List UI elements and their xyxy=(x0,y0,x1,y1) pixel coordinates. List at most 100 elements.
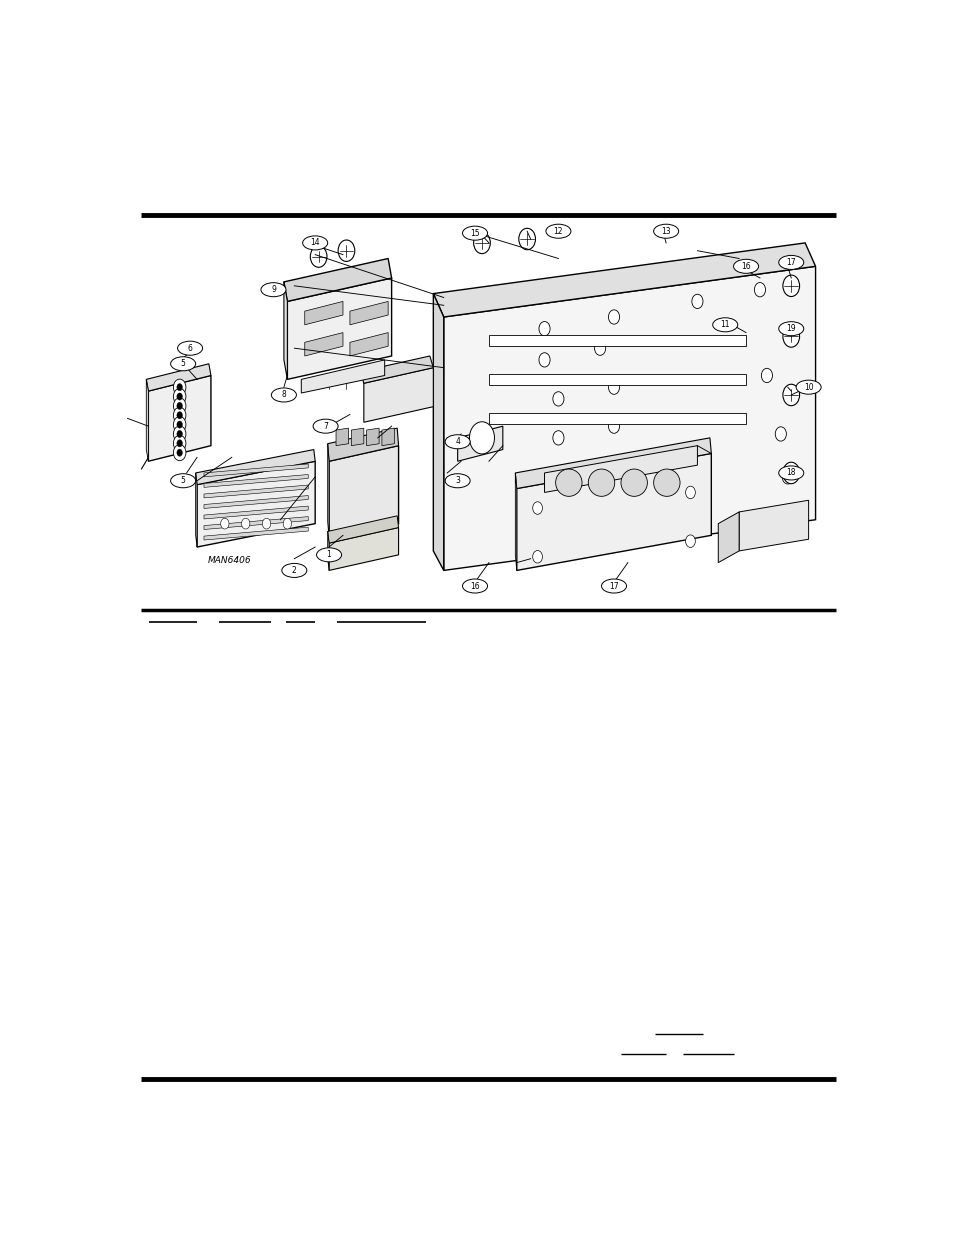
Ellipse shape xyxy=(445,435,470,448)
Circle shape xyxy=(760,368,772,383)
Text: 5: 5 xyxy=(180,359,186,368)
Circle shape xyxy=(173,408,186,424)
FancyBboxPatch shape xyxy=(488,373,745,385)
Ellipse shape xyxy=(620,469,647,496)
Polygon shape xyxy=(146,379,149,461)
Ellipse shape xyxy=(445,474,470,488)
Polygon shape xyxy=(287,278,392,379)
Ellipse shape xyxy=(601,579,626,593)
Polygon shape xyxy=(195,450,314,484)
Text: 15: 15 xyxy=(470,228,479,237)
Polygon shape xyxy=(284,282,287,379)
Circle shape xyxy=(608,310,618,324)
Polygon shape xyxy=(204,527,308,540)
Ellipse shape xyxy=(795,380,821,394)
Text: 9: 9 xyxy=(271,285,275,294)
Circle shape xyxy=(173,389,186,405)
Circle shape xyxy=(538,321,550,336)
Circle shape xyxy=(173,426,186,442)
Circle shape xyxy=(176,403,182,410)
Polygon shape xyxy=(350,301,388,325)
Circle shape xyxy=(685,487,695,499)
Ellipse shape xyxy=(302,236,327,249)
Ellipse shape xyxy=(778,466,803,480)
Ellipse shape xyxy=(712,317,737,332)
Circle shape xyxy=(782,384,799,406)
Polygon shape xyxy=(381,429,394,446)
Text: MAN6406: MAN6406 xyxy=(207,556,251,566)
Circle shape xyxy=(608,458,618,472)
Ellipse shape xyxy=(588,469,614,496)
Text: 5: 5 xyxy=(180,477,186,485)
Circle shape xyxy=(176,430,182,437)
Circle shape xyxy=(176,384,182,390)
Polygon shape xyxy=(204,474,308,488)
Polygon shape xyxy=(204,516,308,530)
Polygon shape xyxy=(457,426,502,461)
Polygon shape xyxy=(350,332,388,356)
Circle shape xyxy=(553,431,563,445)
Polygon shape xyxy=(146,364,211,391)
Polygon shape xyxy=(433,243,815,317)
Circle shape xyxy=(538,353,550,367)
Ellipse shape xyxy=(462,226,487,240)
Text: 18: 18 xyxy=(785,468,795,478)
Circle shape xyxy=(608,380,618,394)
Circle shape xyxy=(553,469,563,484)
Circle shape xyxy=(173,416,186,432)
Polygon shape xyxy=(149,375,211,461)
Text: 6: 6 xyxy=(188,343,193,353)
Circle shape xyxy=(608,419,618,433)
Circle shape xyxy=(176,450,182,456)
Polygon shape xyxy=(327,531,329,571)
Text: 7: 7 xyxy=(323,421,328,431)
Polygon shape xyxy=(718,513,739,563)
Ellipse shape xyxy=(171,474,195,488)
Text: 19: 19 xyxy=(785,325,795,333)
Text: 13: 13 xyxy=(660,227,670,236)
Text: 3: 3 xyxy=(455,477,459,485)
Circle shape xyxy=(220,519,229,529)
Text: 16: 16 xyxy=(470,582,479,590)
Ellipse shape xyxy=(462,579,487,593)
Circle shape xyxy=(173,398,186,414)
Text: 14: 14 xyxy=(310,238,319,247)
Circle shape xyxy=(532,501,542,514)
Text: 1: 1 xyxy=(326,551,331,559)
Polygon shape xyxy=(517,453,711,571)
Polygon shape xyxy=(204,464,308,477)
Ellipse shape xyxy=(271,388,296,401)
Polygon shape xyxy=(329,527,398,571)
Circle shape xyxy=(176,421,182,429)
Polygon shape xyxy=(304,332,343,356)
FancyBboxPatch shape xyxy=(488,412,745,424)
Text: 2: 2 xyxy=(292,566,296,576)
Polygon shape xyxy=(304,301,343,325)
Polygon shape xyxy=(360,356,433,383)
Circle shape xyxy=(594,341,605,356)
Circle shape xyxy=(532,551,542,563)
Circle shape xyxy=(685,535,695,547)
Polygon shape xyxy=(329,446,398,540)
Circle shape xyxy=(176,440,182,447)
Circle shape xyxy=(691,294,702,309)
Polygon shape xyxy=(327,443,329,540)
Circle shape xyxy=(173,435,186,451)
Polygon shape xyxy=(366,429,378,446)
Ellipse shape xyxy=(313,419,337,433)
Text: 10: 10 xyxy=(803,383,813,391)
Polygon shape xyxy=(739,500,808,551)
Ellipse shape xyxy=(261,283,286,296)
Text: 16: 16 xyxy=(740,262,750,270)
Circle shape xyxy=(782,462,799,484)
Circle shape xyxy=(775,427,785,441)
Circle shape xyxy=(241,519,250,529)
Circle shape xyxy=(262,519,271,529)
Ellipse shape xyxy=(653,225,678,238)
Ellipse shape xyxy=(778,256,803,269)
Circle shape xyxy=(337,240,355,262)
Circle shape xyxy=(518,228,535,249)
Text: 12: 12 xyxy=(553,227,562,236)
Circle shape xyxy=(754,283,764,296)
Text: 17: 17 xyxy=(785,258,795,267)
